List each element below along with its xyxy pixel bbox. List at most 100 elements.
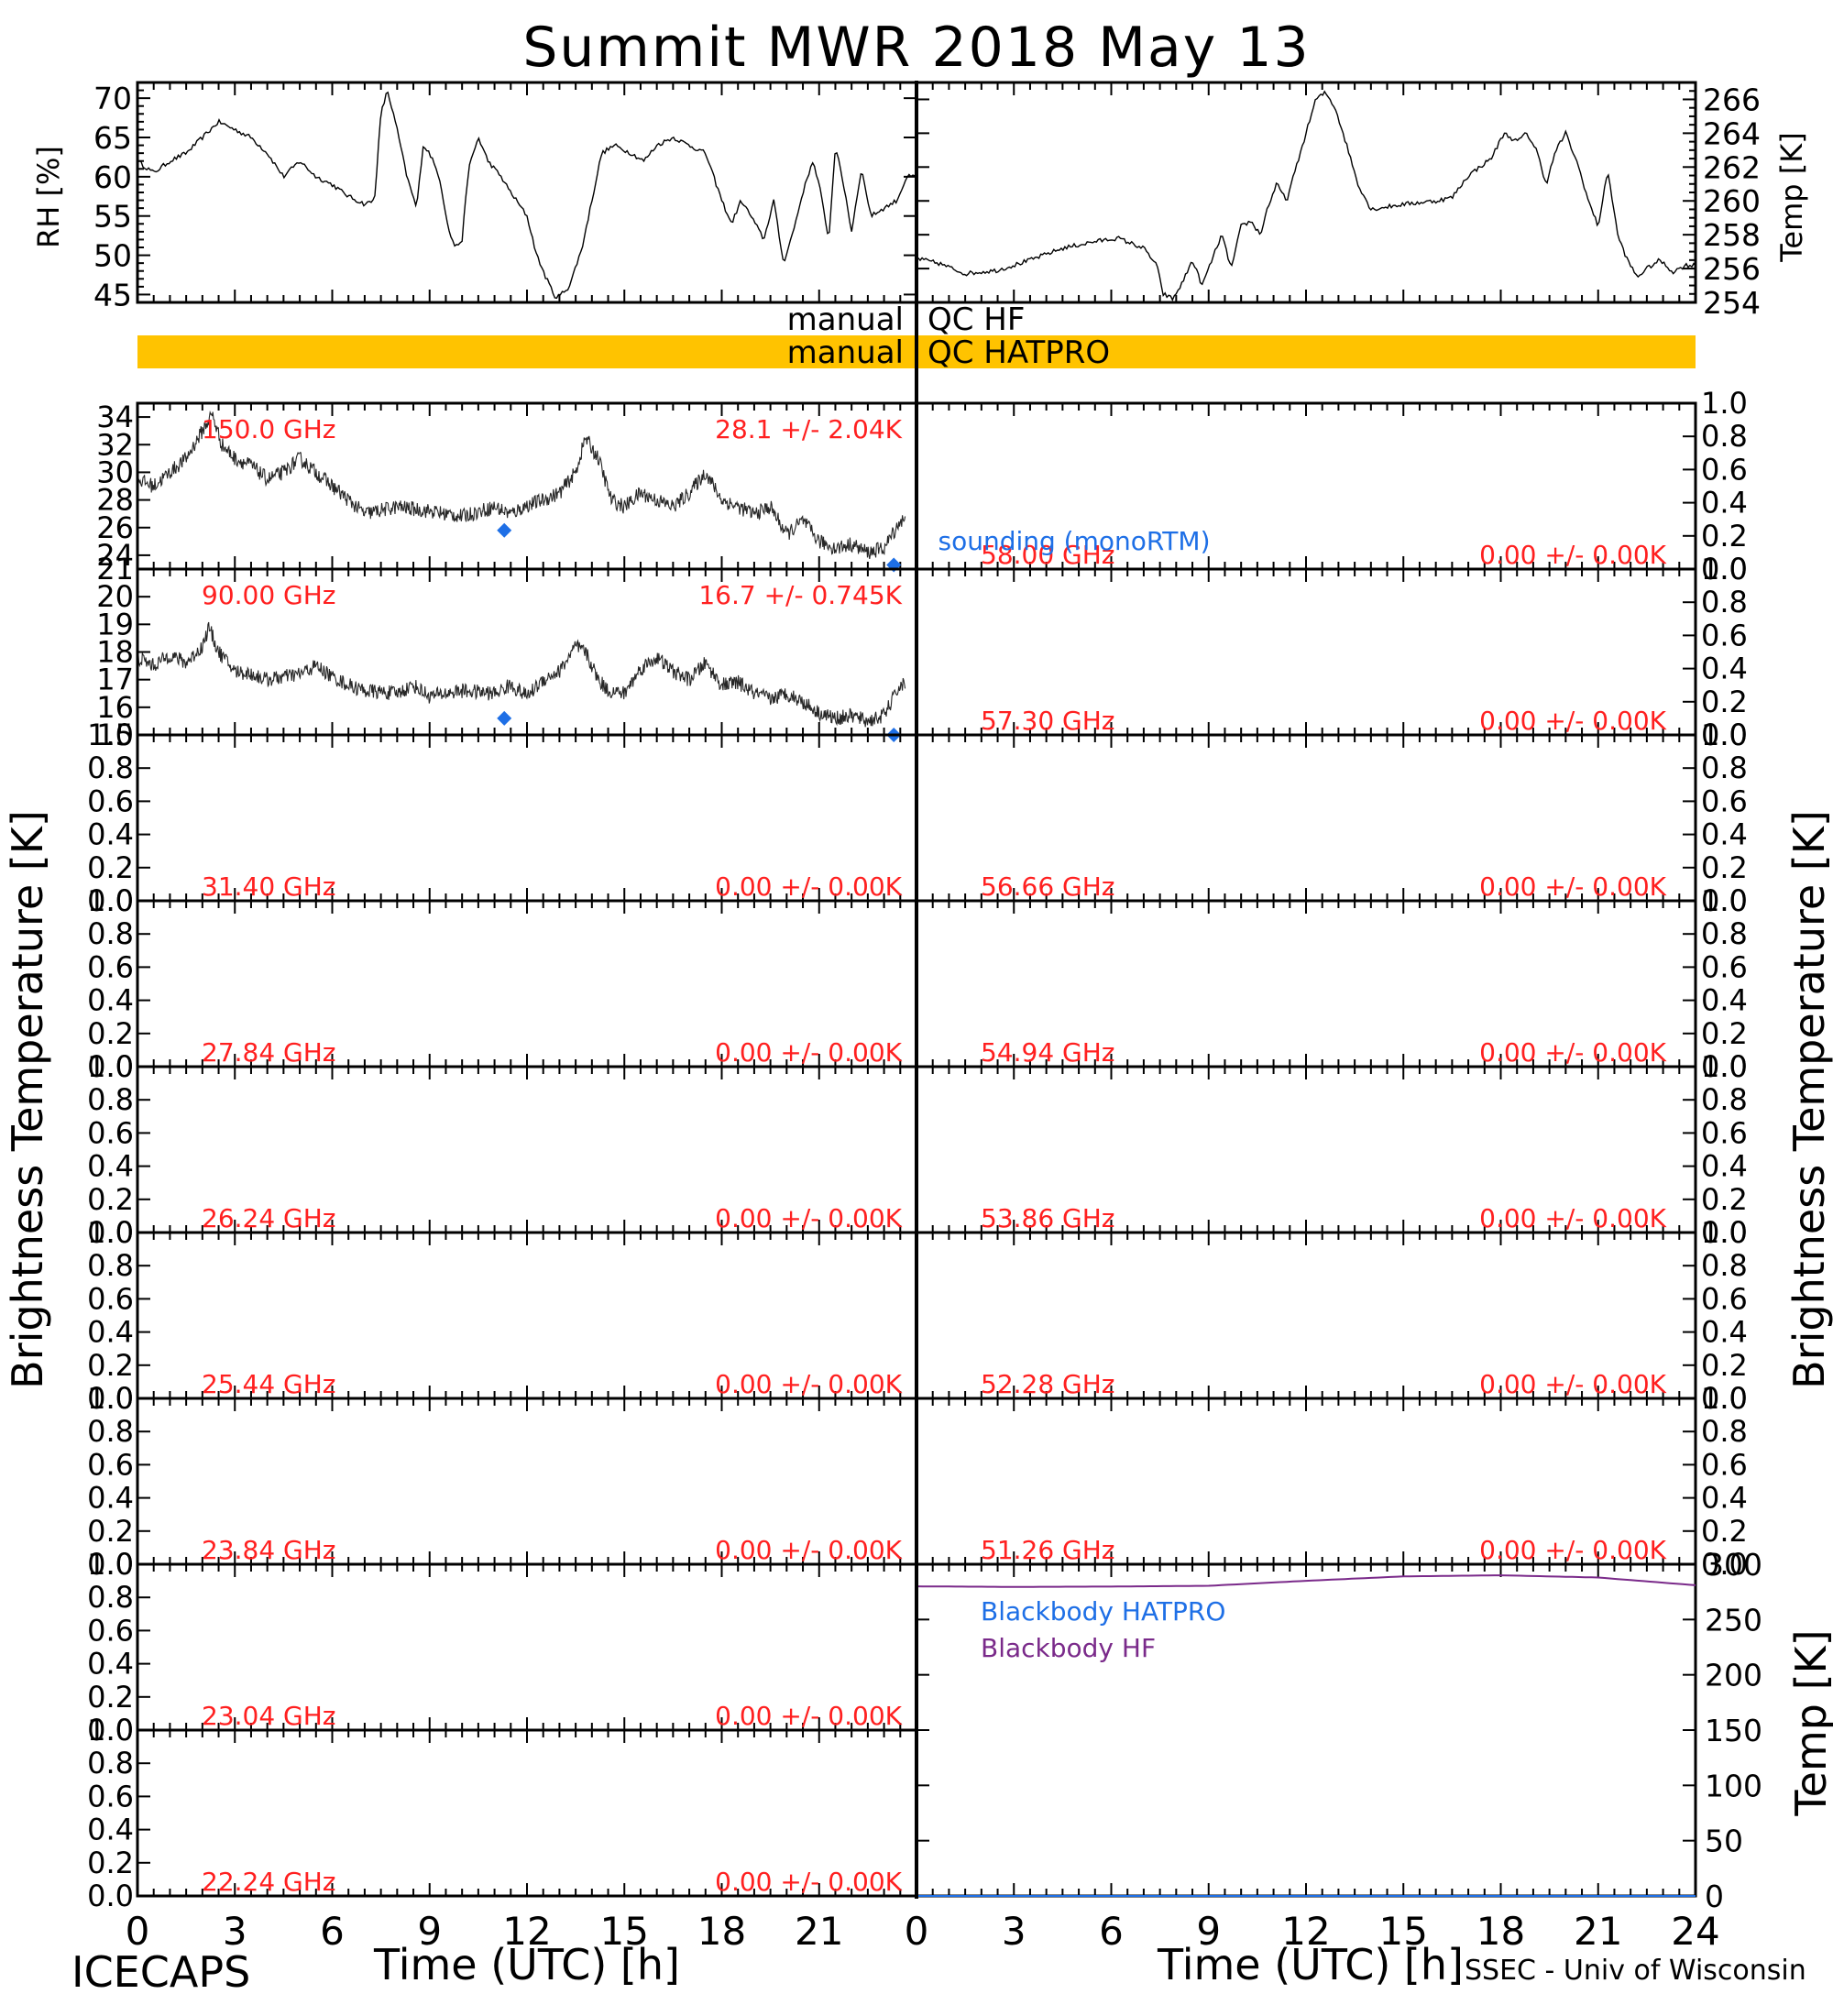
tb-tick-label: 0.6 (1701, 618, 1748, 652)
tb-stats-label: 0.00 +/- 0.00K (1479, 1037, 1666, 1068)
tb-tick-label: 0.0 (87, 1049, 134, 1084)
tb-tick-label: 0.2 (1701, 1348, 1748, 1383)
tb-stats-label: 0.00 +/- 0.00K (1479, 540, 1666, 570)
tb-tick-label: 0.6 (87, 1281, 134, 1316)
rh-tick-label: 45 (93, 277, 132, 312)
tb-tick-label: 1.0 (1701, 883, 1748, 918)
tb-tick-label: 0.4 (87, 1481, 134, 1516)
bt-axis-label-right: Brightness Temperature [K] (1784, 810, 1833, 1389)
tb-tick-label: 0.4 (1701, 817, 1748, 852)
tb-stats-label: 0.00 +/- 0.00K (1479, 871, 1666, 902)
temp-tick-label: 262 (1703, 149, 1761, 185)
tb-tick-label: 0.8 (1701, 1248, 1748, 1283)
tb-freq-label: 56.66 GHz (981, 871, 1115, 902)
rh-axis-label: RH [%] (31, 146, 66, 248)
tb-tick-label: 0.6 (87, 949, 134, 984)
tb-tick-label: 0.2 (1701, 519, 1748, 553)
tb-tick-label: 0.4 (1701, 1149, 1748, 1184)
tb-tick-label: 0.4 (87, 983, 134, 1018)
bb-tick-label: 100 (1705, 1768, 1762, 1803)
tb-tick-label: 0.2 (1701, 1016, 1748, 1051)
tb-tick-label: 1.0 (87, 1547, 134, 1582)
tb-tick-label: 21 (96, 552, 134, 586)
tb-tick-label: 0.6 (87, 1115, 134, 1150)
tb-tick-label: 0.4 (1701, 486, 1748, 520)
tb-tick-label: 0.6 (1701, 452, 1748, 487)
tb-tick-label: 15 (96, 718, 134, 752)
rh-tick-label: 50 (93, 238, 132, 274)
tb-freq-label: 26.24 GHz (202, 1203, 336, 1233)
tb-tick-label: 0.6 (1701, 1115, 1748, 1150)
tb-tick-label: 0.4 (1701, 983, 1748, 1018)
tb-freq-label: 57.30 GHz (981, 706, 1115, 736)
tb-tick-label: 0.8 (1701, 1082, 1748, 1117)
qc-hatpro-label-right: QC HATPRO (927, 334, 1110, 371)
tb-tick-label: 1.0 (1701, 386, 1748, 421)
tb-tick-label: 18 (96, 635, 134, 670)
tb-tick-label: 0.2 (87, 1016, 134, 1051)
x-tick-label: 9 (417, 1909, 442, 1954)
tb-tick-label: 0.8 (87, 1580, 134, 1615)
tb-tick-label: 0.8 (87, 1082, 134, 1117)
tb-tick-label: 0.2 (87, 1514, 134, 1549)
tb-tick-label: 0.2 (87, 1182, 134, 1217)
tb-freq-label: 54.94 GHz (981, 1037, 1115, 1068)
tb-tick-label: 0.8 (1701, 751, 1748, 785)
tb-tick-label: 1.0 (87, 1713, 134, 1748)
tb-freq-label: 25.44 GHz (202, 1369, 336, 1399)
tb-tick-label: 0.0 (1701, 1381, 1748, 1416)
tb-tick-label: 0.2 (1701, 850, 1748, 885)
tb-tick-label: 0.8 (1701, 419, 1748, 454)
tb-tick-label: 0.6 (1701, 1447, 1748, 1482)
tb-series-line (137, 410, 906, 559)
tb-tick-label: 0.4 (87, 1813, 134, 1847)
tb-tick-label: 19 (96, 607, 134, 641)
tb-stats-label: 0.00 +/- 0.00K (715, 1369, 902, 1399)
tb-tick-label: 0.4 (1701, 1315, 1748, 1350)
temp-axis-label: Temp [K] (1774, 132, 1809, 262)
tb-tick-label: 0.0 (87, 1381, 134, 1416)
x-tick-label: 18 (1476, 1909, 1525, 1954)
qc-hatpro-label-left: manual (787, 334, 904, 371)
tb-freq-label: 53.86 GHz (981, 1203, 1115, 1233)
tb-tick-label: 24 (96, 538, 134, 573)
tb-freq-label: 150.0 GHz (202, 414, 336, 444)
qc-hf-label-right: QC HF (927, 301, 1025, 338)
x-axis-labels: 0 0 3 3 6 6 9 9 12 12 15 15 18 18 21 21 24 (126, 1909, 1720, 1954)
tb-tick-label: 30 (96, 455, 134, 489)
tb-tick-label: 0.4 (1701, 652, 1748, 686)
temp-tick-label: 258 (1703, 217, 1761, 253)
tb-stats-label: 0.00 +/- 0.00K (715, 1701, 902, 1731)
tb-tick-label: 0.8 (87, 1248, 134, 1283)
bb-hatpro-legend: Blackbody HATPRO (981, 1596, 1225, 1627)
rh-plot-frame (136, 81, 918, 304)
temp-tick-label: 260 (1703, 183, 1761, 219)
rh-tick-label: 60 (93, 159, 132, 195)
bb-tick-label: 50 (1705, 1824, 1743, 1859)
tb-tick-label: 0.4 (1701, 1481, 1748, 1516)
bb-tick-label: 300 (1705, 1547, 1762, 1583)
tb-tick-label: 0.0 (87, 1215, 134, 1250)
tb-tick-label: 0.2 (1701, 685, 1748, 719)
tb-freq-label: 23.84 GHz (202, 1535, 336, 1565)
tb-tick-label: 0.4 (87, 817, 134, 852)
rh-tick-label: 55 (93, 199, 132, 235)
tb-tick-label: 0.0 (1701, 552, 1748, 586)
tb-tick-label: 34 (96, 400, 134, 434)
tb-tick-label: 0.0 (1701, 883, 1748, 918)
tb-tick-label: 0.6 (1701, 949, 1748, 984)
footer-icecaps: ICECAPS (71, 1947, 250, 1997)
temp-tick-label: 264 (1703, 115, 1761, 151)
bb-tick-label: 250 (1705, 1602, 1762, 1638)
tb-tick-label: 0.6 (87, 1613, 134, 1648)
tb-tick-label: 16 (96, 690, 134, 725)
tb-tick-label: 0.0 (87, 883, 134, 918)
tb-tick-label: 0.0 (87, 1879, 134, 1913)
bb-hf-line (916, 1574, 1696, 1588)
tb-tick-label: 1.0 (87, 718, 134, 752)
tb-tick-label: 0.4 (87, 1315, 134, 1350)
footer-ssec: SSEC - Univ of Wisconsin (1465, 1955, 1806, 1987)
tb-freq-label: 22.24 GHz (202, 1867, 336, 1897)
